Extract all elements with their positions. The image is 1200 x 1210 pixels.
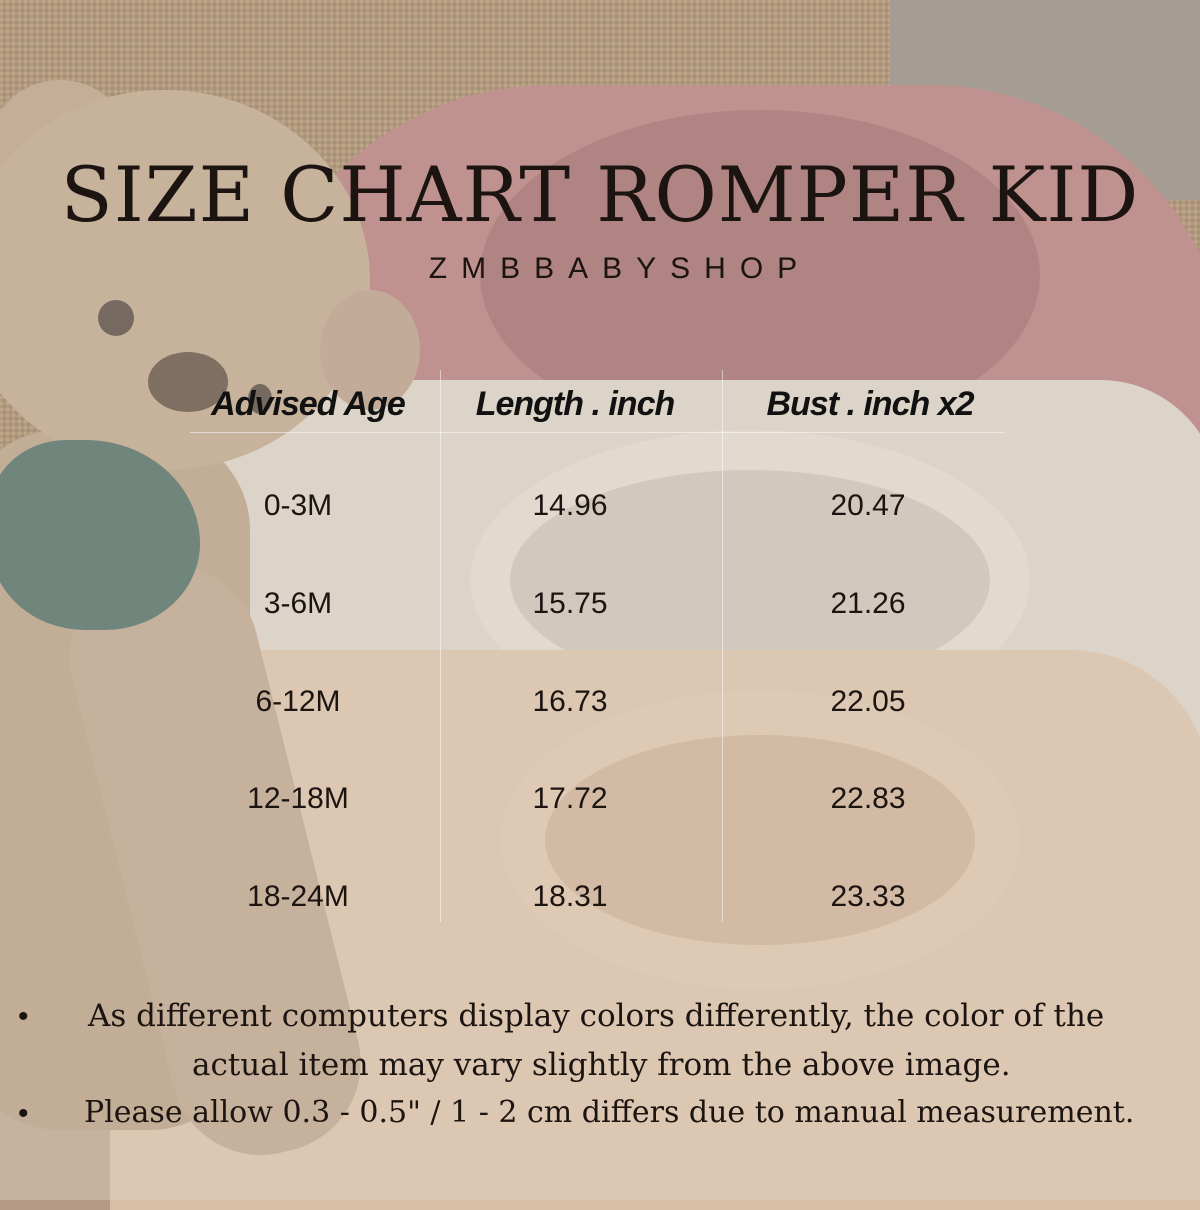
cell-age: 12-18M bbox=[247, 782, 349, 815]
teddy-bear-eye bbox=[98, 300, 134, 336]
bullet-icon: • bbox=[18, 1097, 29, 1130]
column-divider bbox=[440, 370, 441, 922]
brand-name: ZMBBABYSHOP bbox=[428, 252, 812, 285]
cell-length: 16.73 bbox=[532, 685, 608, 718]
cell-bust: 21.26 bbox=[830, 587, 906, 620]
cell-length: 14.96 bbox=[532, 489, 608, 522]
teddy-bear-nose bbox=[148, 352, 228, 412]
cell-length: 15.75 bbox=[532, 587, 608, 620]
page-title: SIZE CHART ROMPER KID bbox=[60, 150, 1140, 239]
cell-age: 6-12M bbox=[255, 685, 341, 718]
bullet-icon: • bbox=[18, 1000, 29, 1033]
header-length: Length . inch bbox=[475, 385, 676, 423]
note-measurement: Please allow 0.3 - 0.5" / 1 - 2 cm diffe… bbox=[84, 1095, 1135, 1130]
header-advised-age: Advised Age bbox=[211, 385, 406, 423]
teddy-bear-ear bbox=[320, 290, 420, 410]
header-divider bbox=[190, 432, 1005, 433]
cell-age: 0-3M bbox=[263, 489, 333, 522]
note-colors-line1: As different computers display colors di… bbox=[88, 998, 1105, 1034]
header-bust: Bust . inch x2 bbox=[766, 385, 974, 423]
cell-age: 18-24M bbox=[247, 880, 349, 913]
column-divider bbox=[722, 370, 723, 922]
cell-bust: 20.47 bbox=[830, 489, 906, 522]
cell-bust: 23.33 bbox=[830, 880, 906, 913]
teddy-bear-eye bbox=[248, 384, 272, 414]
cell-bust: 22.05 bbox=[830, 685, 906, 718]
cell-bust: 22.83 bbox=[830, 782, 906, 815]
cell-length: 17.72 bbox=[532, 782, 608, 815]
cell-age: 3-6M bbox=[263, 587, 333, 620]
cream-sweater-neck bbox=[500, 690, 1020, 990]
cell-length: 18.31 bbox=[532, 880, 608, 913]
note-colors-line2: actual item may vary slightly from the a… bbox=[192, 1047, 1011, 1083]
teddy-bear-scarf bbox=[0, 440, 200, 630]
